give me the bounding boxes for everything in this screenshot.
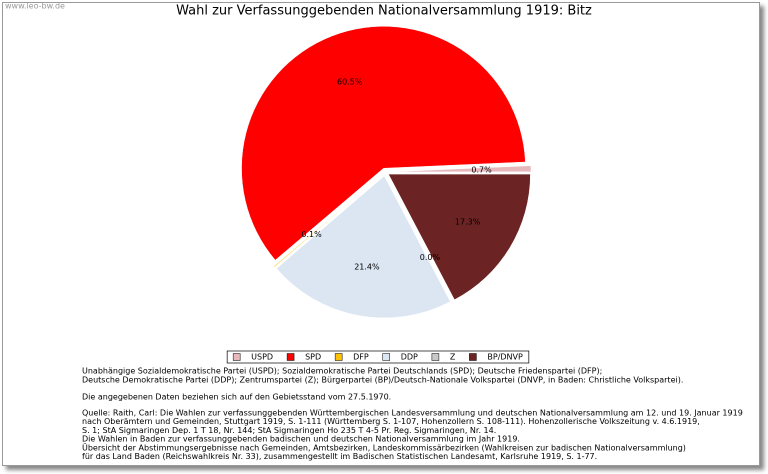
legend-swatch [286, 353, 295, 361]
legend-swatch [334, 353, 343, 361]
legend-label: USPD [251, 353, 273, 362]
slice-label: 0.0% [420, 253, 441, 262]
slice-label: 0.1% [301, 230, 322, 239]
watermark: www.leo-bw.de [5, 2, 65, 11]
chart-title: Wahl zur Verfassunggebenden Nationalvers… [176, 4, 592, 19]
legend-label: DDP [401, 353, 418, 362]
note-line: Übersicht der Abstimmungsergebnisse nach… [82, 442, 686, 452]
pie-slice [241, 26, 526, 261]
pie-slice [273, 174, 383, 268]
note-line: nach Oberämtern und Gemeinden, Stuttgart… [82, 417, 700, 426]
slice-label: 17.3% [455, 217, 481, 226]
pie-slice [388, 165, 532, 173]
pie-slice [388, 173, 531, 301]
legend-label: SPD [305, 353, 321, 362]
note-line: S. 1; StA Sigmaringen Dep. 1 T 18, Nr. 1… [82, 426, 496, 435]
legend-swatch [382, 353, 390, 361]
slice-label: 21.4% [354, 262, 380, 271]
note-line: Quelle: Raith, Carl: Die Wahlen zur verf… [82, 409, 743, 418]
legend-swatch [232, 353, 241, 361]
note-line: Die angegebenen Daten beziehen sich auf … [82, 393, 391, 402]
legend-label: DFP [353, 353, 369, 362]
legend-swatch [469, 353, 477, 361]
pie-slice [276, 175, 451, 319]
note-line: Deutsche Demokratische Partei (DDP); Zen… [82, 376, 683, 385]
slice-label: 60.5% [337, 78, 363, 87]
legend-label: BP/DNVP [487, 353, 523, 362]
legend-swatch [431, 353, 440, 361]
note-line: Die Wahlen in Baden zur verfassunggebend… [82, 435, 520, 444]
note-line: für das Land Baden (Reichswahlkreis Nr. … [82, 452, 597, 461]
slice-label: 0.7% [471, 165, 492, 174]
legend-box [226, 350, 530, 364]
legend-label: Z [450, 353, 456, 362]
note-line: Unabhängige Sozialdemokratische Partei (… [82, 367, 602, 376]
